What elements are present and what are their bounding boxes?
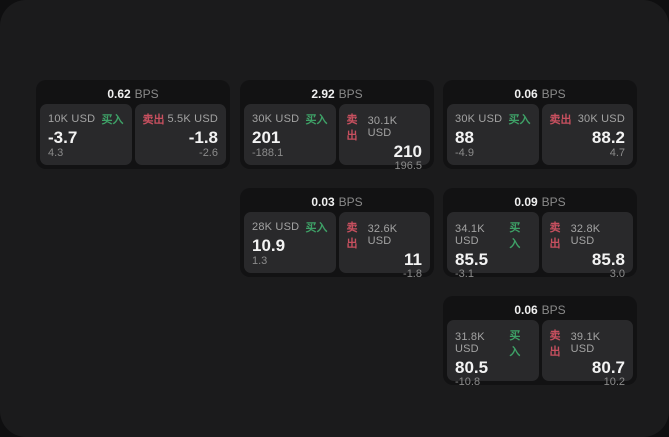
sell-size-label: 39.1K USD [570, 331, 601, 355]
sell-price: -1.8 [188, 127, 218, 147]
bps-unit-label: BPS [541, 87, 566, 101]
buy-size-label: 10K USD [48, 113, 96, 125]
buy-side-label: 买入 [509, 222, 521, 250]
sell-side-label: 卖出 [549, 222, 561, 250]
buy-side-label: 买入 [509, 330, 521, 358]
bps-header: 0.62 BPS [40, 84, 226, 104]
buy-price: 201 [252, 127, 281, 147]
sell-size-label: 30K USD [577, 113, 625, 125]
buy-size-label: 34.1K USD [455, 223, 485, 247]
bps-value: 0.03 [311, 195, 335, 209]
sell-size-label: 32.8K USD [570, 223, 601, 247]
buy-delta: -3.1 [455, 268, 474, 280]
buy-delta: 4.3 [48, 147, 64, 159]
sell-side-label: 卖出 [142, 114, 165, 126]
sell-pane[interactable]: 卖出 30K USD 88.2 4.7 [541, 104, 633, 165]
buy-delta: -4.9 [455, 147, 474, 159]
buy-size-label: 28K USD [252, 221, 300, 233]
buy-size-label: 30K USD [252, 113, 300, 125]
sell-delta: 10.2 [603, 376, 625, 388]
sell-price: 85.8 [591, 250, 625, 269]
bps-header: 2.92 BPS [244, 84, 430, 104]
sell-delta: 4.7 [609, 147, 625, 159]
bps-header: 0.03 BPS [244, 192, 430, 212]
bps-unit-label: BPS [338, 87, 363, 101]
sell-side-label: 卖出 [346, 222, 358, 250]
buy-side-label: 买入 [305, 114, 328, 126]
buy-pane[interactable]: 30K USD 买入 88 -4.9 [447, 104, 539, 165]
quote-card: 2.92 BPS 30K USD 买入 201 -188.1 卖出 30.1K … [240, 80, 434, 172]
sell-side-label: 卖出 [549, 114, 572, 126]
sell-size-label: 5.5K USD [167, 113, 218, 125]
buy-side-label: 买入 [305, 222, 328, 234]
quote-card: 0.03 BPS 28K USD 买入 10.9 1.3 卖出 32.6K US… [240, 188, 434, 280]
buy-pane[interactable]: 31.8K USD 买入 80.5 -10.8 [447, 320, 539, 388]
bps-unit-label: BPS [338, 195, 363, 209]
sell-pane[interactable]: 卖出 32.6K USD 11 -1.8 [338, 212, 430, 280]
bps-value: 0.06 [514, 87, 538, 101]
quote-card: 0.09 BPS 34.1K USD 买入 85.5 -3.1 卖出 32.8K… [443, 188, 637, 280]
buy-delta: -10.8 [455, 376, 481, 388]
buy-pane[interactable]: 34.1K USD 买入 85.5 -3.1 [447, 212, 539, 280]
buy-pane[interactable]: 10K USD 买入 -3.7 4.3 [40, 104, 132, 165]
sell-pane[interactable]: 卖出 39.1K USD 80.7 10.2 [541, 320, 633, 388]
buy-delta: -188.1 [252, 147, 284, 159]
bps-header: 0.09 BPS [447, 192, 633, 212]
sell-delta: 3.0 [609, 268, 625, 280]
sell-pane[interactable]: 卖出 32.8K USD 85.8 3.0 [541, 212, 633, 280]
bps-unit-label: BPS [541, 195, 566, 209]
sell-price: 80.7 [591, 358, 625, 377]
buy-price: 88 [455, 127, 474, 147]
sell-side-label: 卖出 [549, 330, 561, 358]
sell-size-label: 32.6K USD [367, 223, 398, 247]
buy-size-label: 31.8K USD [455, 331, 485, 355]
bps-unit-label: BPS [541, 303, 566, 317]
sell-delta: -1.8 [403, 268, 422, 280]
bps-value: 2.92 [311, 87, 335, 101]
buy-pane[interactable]: 30K USD 买入 201 -188.1 [244, 104, 336, 165]
sell-pane[interactable]: 卖出 30.1K USD 210 196.5 [338, 104, 430, 172]
bps-header: 0.06 BPS [447, 84, 633, 104]
bps-header: 0.06 BPS [447, 300, 633, 320]
buy-price: 80.5 [455, 358, 489, 377]
quote-card: 0.06 BPS 31.8K USD 买入 80.5 -10.8 卖出 39.1… [443, 296, 637, 388]
sell-size-label: 30.1K USD [367, 115, 398, 139]
buy-size-label: 30K USD [455, 113, 503, 125]
sell-side-label: 卖出 [346, 114, 358, 142]
buy-price: -3.7 [48, 127, 78, 147]
bps-value: 0.62 [107, 87, 131, 101]
bps-value: 0.09 [514, 195, 538, 209]
buy-delta: 1.3 [252, 255, 268, 267]
sell-delta: 196.5 [394, 160, 422, 172]
quote-card: 0.06 BPS 30K USD 买入 88 -4.9 卖出 30K USD 8… [443, 80, 637, 169]
quote-card: 0.62 BPS 10K USD 买入 -3.7 4.3 卖出 5.5K USD… [36, 80, 230, 169]
buy-price: 85.5 [455, 250, 489, 269]
buy-side-label: 买入 [508, 114, 531, 126]
bps-unit-label: BPS [134, 87, 159, 101]
buy-side-label: 买入 [101, 114, 124, 126]
buy-price: 10.9 [252, 235, 286, 255]
sell-pane[interactable]: 卖出 5.5K USD -1.8 -2.6 [134, 104, 226, 165]
buy-pane[interactable]: 28K USD 买入 10.9 1.3 [244, 212, 336, 273]
sell-delta: -2.6 [199, 147, 218, 159]
sell-price: 88.2 [591, 127, 625, 147]
bps-value: 0.06 [514, 303, 538, 317]
sell-price: 210 [393, 142, 422, 161]
sell-price: 11 [404, 250, 422, 269]
